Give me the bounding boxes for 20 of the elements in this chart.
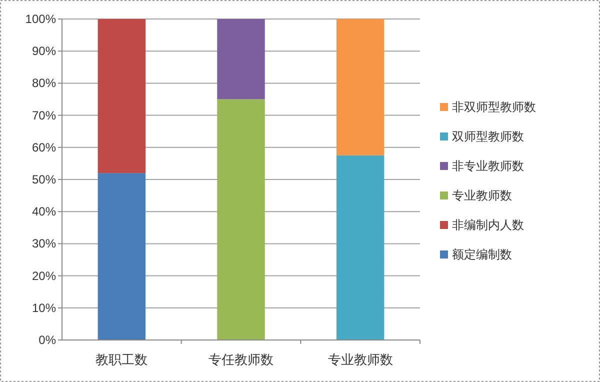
legend-label: 非编制内人数 bbox=[452, 218, 524, 232]
legend-label: 非专业教师数 bbox=[452, 159, 524, 173]
legend-label: 额定编制数 bbox=[452, 248, 512, 262]
y-tick-label: 50% bbox=[32, 172, 56, 186]
x-tick-label: 专任教师数 bbox=[208, 352, 274, 367]
y-tick-label: 70% bbox=[32, 108, 56, 122]
y-tick-label: 100% bbox=[25, 12, 56, 26]
y-tick-label: 80% bbox=[32, 76, 56, 90]
y-tick-label: 20% bbox=[32, 268, 56, 283]
y-tick-label: 30% bbox=[32, 236, 56, 251]
y-tick-label: 0% bbox=[38, 333, 56, 347]
legend-label: 专业教师数 bbox=[452, 188, 512, 202]
legend-label: 双师型教师数 bbox=[452, 130, 524, 144]
y-tick-label: 10% bbox=[32, 300, 56, 315]
x-tick-label: 教职工数 bbox=[96, 352, 148, 367]
y-tick-label: 90% bbox=[32, 44, 56, 58]
x-tick-label: 专业教师数 bbox=[328, 352, 393, 367]
y-tick-label: 40% bbox=[32, 204, 56, 219]
legend-label: 非双师型教师数 bbox=[452, 100, 536, 114]
y-tick-label: 60% bbox=[32, 140, 56, 154]
